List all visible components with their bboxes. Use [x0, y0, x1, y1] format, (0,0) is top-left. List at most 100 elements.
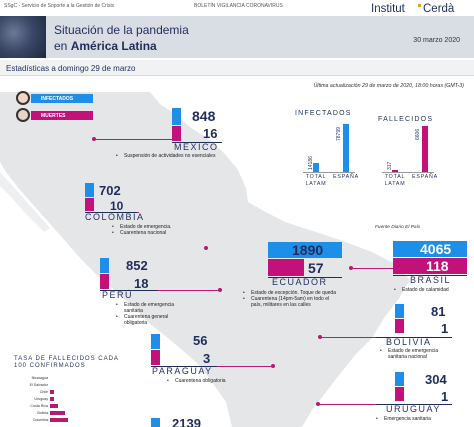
- colombia-connector: [137, 212, 139, 213]
- uruguay-infected-value: 304: [425, 372, 447, 387]
- top-bar: SSgC - Servicio de Soporte a la Gestión …: [0, 0, 474, 15]
- death-rate-label: Chile: [39, 390, 48, 394]
- uruguay-name: URUGUAY: [386, 404, 441, 414]
- peru-dot: [218, 288, 222, 292]
- uruguay-underline: [376, 404, 452, 405]
- latin-america-map: [0, 92, 410, 427]
- colombia-note-1: Estado de emergencia.: [112, 224, 202, 230]
- death-rate-label: Bolivia: [37, 411, 48, 415]
- bolivia-deaths-value: 1: [441, 321, 449, 336]
- chart-0-value-1: 78799: [336, 127, 342, 141]
- uruguay-deaths-value: 1: [441, 389, 449, 404]
- legend-infected-label: INFECTADOS: [41, 96, 74, 102]
- report-date: 30 marzo 2020: [413, 37, 460, 44]
- svg-text:Cerdà: Cerdà: [423, 3, 455, 15]
- svg-text:Institut: Institut: [371, 3, 406, 15]
- peru-note-2: Cuarentena general obligatoria: [116, 314, 192, 326]
- partial-infected-bar: [151, 418, 160, 427]
- source-note: Fuente Diario El País: [375, 225, 421, 230]
- colombia-deaths-value: 10: [110, 199, 124, 213]
- ecuador-deaths-bar: [268, 259, 304, 276]
- chart-1-label-0: TOTAL LATAM: [384, 174, 406, 187]
- peru-deaths-value: 18: [134, 276, 149, 291]
- mexico-name: MÉXICO: [174, 142, 219, 152]
- brasil-name: BRASIL: [410, 275, 452, 285]
- chart-1-bar-1: [422, 126, 428, 172]
- infected-person-icon: [16, 91, 30, 105]
- mexico-note: Suspensión de actividades no esenciales: [116, 153, 228, 159]
- page-title-line2: en América Latina: [54, 39, 157, 53]
- uruguay-infected-bar: [395, 372, 404, 386]
- mexico-notes: Suspensión de actividades no esenciales: [116, 153, 228, 159]
- mexico-dot: [92, 137, 96, 141]
- death-rate-label: El Salvador: [29, 383, 48, 387]
- paraguay-connector: [217, 366, 273, 367]
- death-rate-label: Colombia: [32, 418, 48, 422]
- bolivia-note: Estado de emergencia sanitaria nacional: [380, 348, 454, 360]
- uruguay-notes: Emergencia sanitaria: [376, 416, 452, 422]
- page-header: Situación de la pandemia en América Lati…: [0, 16, 474, 58]
- bolivia-connector: [320, 337, 376, 338]
- bolivia-deaths-bar: [395, 319, 404, 333]
- infected-chart-title: INFECTADOS: [295, 110, 352, 117]
- ecuador-dot: [349, 266, 353, 270]
- peru-underline: [100, 290, 158, 291]
- peru-connector: [158, 290, 220, 291]
- ecuador-note-1: Estado de excepción. Toque de queda: [243, 290, 341, 296]
- brasil-connector: [353, 268, 393, 269]
- brasil-note: Estado de calamidad: [394, 287, 468, 293]
- ecuador-notes: Estado de excepción. Toque de queda Cuar…: [243, 290, 341, 308]
- death-rate-label: Uruguay: [34, 397, 48, 401]
- chart-1-label-1: ESPAÑA: [412, 174, 438, 180]
- brasil-infected-bar: [393, 241, 467, 257]
- death-rate-bar: [50, 411, 65, 415]
- peru-deaths-bar: [100, 274, 109, 289]
- peru-infected-value: 852: [126, 258, 148, 273]
- colombia-underline: [85, 212, 137, 213]
- paraguay-note: Cuarentena obligatoria: [167, 378, 237, 384]
- mexico-underline: [172, 142, 222, 143]
- bolivia-underline: [376, 337, 452, 338]
- death-rate-bar: [50, 404, 58, 408]
- ecuador-underline: [268, 277, 342, 278]
- stats-label: Estadísticas a domingo 29 de marzo: [6, 64, 136, 73]
- deaths-chart-title: FALLECIDOS: [378, 116, 434, 123]
- chart-0-axis: [303, 172, 355, 173]
- death-rate-bar: [50, 390, 54, 394]
- paraguay-name: PARAGUAY: [152, 366, 213, 376]
- mexico-deaths-bar: [172, 126, 181, 141]
- colombia-notes: Estado de emergencia. Cuarentena naciona…: [112, 224, 202, 236]
- bolivia-infected-bar: [395, 304, 404, 318]
- uruguay-connector: [318, 404, 376, 405]
- bolivia-dot: [318, 335, 322, 339]
- colombia-name: COLOMBIA: [85, 212, 145, 222]
- paraguay-infected-value: 56: [193, 333, 208, 348]
- uruguay-note: Emergencia sanitaria: [376, 416, 452, 422]
- mexico-deaths-value: 16: [203, 126, 218, 141]
- chart-1-value-1: 6606: [415, 128, 421, 140]
- mexico-connector: [94, 139, 172, 140]
- peru-name: PERÚ: [102, 290, 134, 300]
- brasil-notes: Estado de calamidad: [394, 287, 468, 293]
- death-rate-bar: [50, 397, 54, 401]
- mexico-infected-value: 848: [192, 108, 216, 124]
- legend-deaths-label: MUERTES: [41, 113, 66, 119]
- bolivia-name: BOLIVIA: [386, 337, 432, 347]
- bolivia-infected-value: 81: [431, 304, 446, 319]
- chart-0-bar-1: [343, 124, 349, 172]
- bulletin-name: BOLETÍN VIGILANCIA CORONAVIRUS: [194, 3, 283, 9]
- page-title-line1: Situación de la pandemia: [54, 23, 189, 37]
- paraguay-deaths-value: 3: [203, 351, 211, 366]
- ecuador-infected-value: 1890: [292, 242, 324, 258]
- chart-1-axis: [382, 172, 434, 173]
- death-rate-label: Nicaragua: [31, 376, 48, 380]
- institut-cerda-logo: Institut Cerdà: [371, 3, 455, 15]
- brasil-deaths-bar: [393, 258, 467, 274]
- globe-image: [0, 16, 46, 58]
- paraguay-infected-bar: [151, 334, 160, 349]
- chart-0-bar-0: [313, 163, 319, 172]
- chart-1-value-0: 317: [387, 161, 393, 170]
- paraguay-dot: [271, 364, 275, 368]
- ecuador-deaths-value: 57: [308, 260, 324, 276]
- service-name: SSgC - Servicio de Soporte a la Gestión …: [4, 3, 115, 9]
